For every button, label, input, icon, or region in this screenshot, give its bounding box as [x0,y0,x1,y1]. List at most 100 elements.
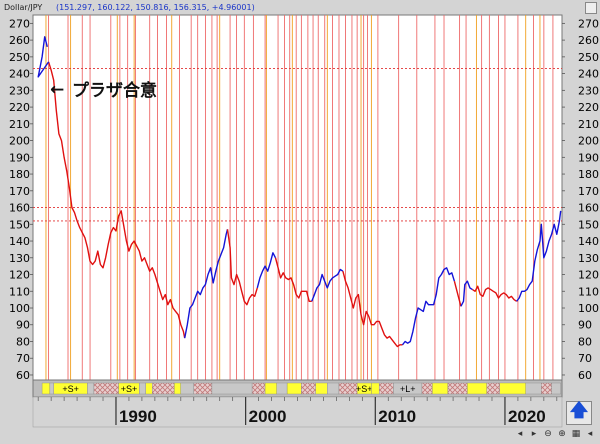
y-tick-label-left: 260 [9,34,30,47]
reference-lines [33,68,562,222]
regime-segment [87,382,95,395]
y-tick-label-right: 150 [578,218,599,231]
y-tick-label-left: 270 [9,17,30,30]
y-tick-label-left: 240 [9,68,30,81]
grid-icon[interactable]: ▦ [571,429,581,439]
y-tick-label-left: 160 [9,202,30,215]
regime-segments: +S+ +S+ +S+ +L+ [41,382,561,395]
regime-segment [139,382,147,395]
y-tick-label-right: 200 [578,135,599,148]
regime-segment [551,382,561,395]
regime-segment [315,382,328,395]
scroll-right-icon[interactable]: ▸ [531,429,537,439]
y-axis-left: 60 70 80 90 100 110 120 130 140 150 160 170 180 190 20… [9,17,33,382]
y-tick-label-right: 160 [578,202,599,215]
up-arrow-icon: 🡅 [569,400,589,421]
series-line [453,281,462,307]
y-tick-label-left: 120 [9,269,30,282]
y-tick-label-left: 170 [9,185,30,198]
series-line [516,210,562,302]
y-tick-label-left: 250 [9,51,30,64]
regime-label: +L+ [400,384,416,394]
y-tick-label-right: 70 [578,352,592,365]
y-tick-label-right: 140 [578,235,599,248]
x-tick-label: 2010 [378,407,416,426]
regime-segment [180,382,194,395]
zoom-in-icon[interactable]: ⊕ [558,429,566,439]
regime-segment [327,382,340,395]
regime-segment [486,382,500,395]
regime-segment [251,382,266,395]
y-tick-label-left: 150 [9,218,30,231]
y-tick-label-left: 140 [9,235,30,248]
scroll-up-button[interactable]: 🡅 [566,400,592,425]
x-tick-label: 1990 [119,407,157,426]
y-tick-label-right: 60 [578,369,592,382]
y-tick-label-right: 170 [578,185,599,198]
regime-segment [371,382,380,395]
ohlc-readout: (151.297, 160.122, 150.816, 156.315, +4.… [56,3,255,12]
y-tick-label-right: 220 [578,101,599,114]
regime-label: +S+ [62,384,79,394]
series-line [256,252,277,289]
series-line [472,285,517,302]
x-tick-label: 2020 [508,407,546,426]
y-tick-label-right: 210 [578,118,599,131]
regime-segment [174,382,182,395]
series-line [184,229,229,339]
regime-segment [41,382,51,395]
regime-segment [93,382,119,395]
regime-segment [467,382,487,395]
y-tick-label-left: 90 [16,319,30,332]
x-tick-label: 2000 [249,407,287,426]
x-axis: 1990 2000 2010 2020 [37,397,558,426]
y-tick-label-right: 240 [578,68,599,81]
regime-segment [211,382,253,395]
series-line [274,257,312,302]
series-line [342,271,403,348]
regime-segment [301,382,316,395]
series-line [47,61,186,339]
y-tick-label-right: 100 [578,302,599,315]
y-tick-label-right: 230 [578,84,599,97]
y-tick-label-left: 210 [9,118,30,131]
series-line [226,229,258,306]
y-tick-label-right: 120 [578,269,599,282]
y-tick-label-left: 70 [16,352,30,365]
regime-segment [193,382,213,395]
y-tick-label-right: 180 [578,168,599,181]
y-tick-label-left: 200 [9,135,30,148]
regime-label: +S+ [356,384,373,394]
y-tick-label-right: 190 [578,151,599,164]
regime-segment [49,382,54,395]
regime-segment [286,382,302,395]
y-tick-label-left: 130 [9,252,30,265]
y-tick-label-left: 190 [9,151,30,164]
regime-segment [432,382,449,395]
zoom-out-icon[interactable]: ⊖ [544,429,552,439]
price-series [37,36,562,348]
y-tick-label-right: 260 [578,34,599,47]
annotation-plaza-accord: プラザ合意 [72,80,157,101]
back-icon[interactable]: ◂ [587,429,593,439]
y-tick-label-right: 80 [578,335,592,348]
y-tick-label-right: 110 [578,285,599,298]
regime-segment [378,382,394,395]
y-axis-right: 60 70 80 90 100 110 120 130 140 150 160 170 180 190 20… [562,17,599,382]
scroll-left-icon[interactable]: ◂ [517,429,523,439]
header-bar [0,0,600,15]
regime-segment [421,382,433,395]
y-tick-label-left: 100 [9,302,30,315]
regime-segment [145,382,153,395]
x-axis-area [32,396,563,428]
plot-area [32,14,563,381]
annotation-arrow: ← [50,80,64,100]
regime-segment [152,382,175,395]
chart-toolbar: ◂ ▸ ⊖ ⊕ ▦ ◂ [514,428,596,442]
regime-segment [525,382,542,395]
y-tick-label-left: 180 [9,168,30,181]
series-line [460,280,473,307]
regime-segment [264,382,277,395]
window-menu-button[interactable] [585,2,597,14]
